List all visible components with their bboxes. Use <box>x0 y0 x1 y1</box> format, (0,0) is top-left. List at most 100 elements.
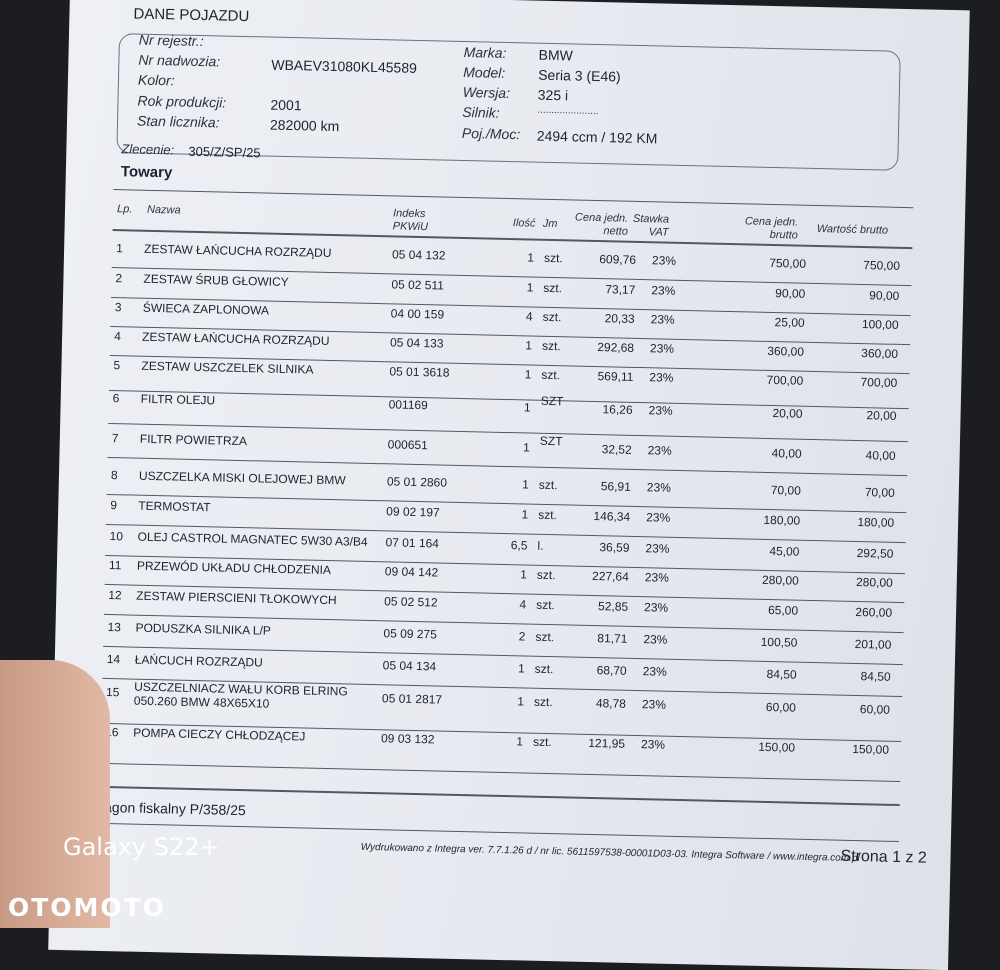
cell-unit: szt. <box>541 367 561 383</box>
reg-label: Nr rejestr.: <box>138 31 204 50</box>
cell-qty: 1 <box>523 400 531 415</box>
cell-lp: 11 <box>108 558 122 573</box>
cell-net: 56,91 <box>600 479 632 494</box>
cell-vat: 23% <box>640 737 666 752</box>
cell-total: 84,50 <box>860 669 891 684</box>
brand-watermark: OTOMOTO <box>8 893 166 922</box>
cell-lp: 2 <box>115 271 123 286</box>
col-vat: Stawka VAT <box>632 212 670 239</box>
cell-qty: 4 <box>519 597 527 612</box>
cell-vat: 23% <box>641 697 667 712</box>
cell-lp: 3 <box>114 300 122 315</box>
cell-index: 05 04 134 <box>382 658 437 674</box>
col-unit: Jm <box>542 217 558 231</box>
receipt-number: ragon fiskalny P/358/25 <box>99 798 246 819</box>
cell-net: 81,71 <box>597 631 628 646</box>
cell-gross: 180,00 <box>763 512 801 528</box>
cell-name: PRZEWÓD UKŁADU CHŁODZENIA <box>136 558 332 578</box>
cell-unit: SZT <box>539 433 563 449</box>
cell-name: ZESTAW ŁAŃCUCHA ROZRZĄDU <box>141 329 330 348</box>
cell-unit: szt. <box>532 734 552 750</box>
cell-name: ŚWIECA ZAPLONOWA <box>142 300 270 318</box>
col-name: Nazwa <box>146 203 181 217</box>
cell-qty: 1 <box>516 734 524 749</box>
cell-name: ZESTAW USZCZELEK SILNIKA <box>141 358 314 377</box>
cell-index: 05 04 133 <box>389 335 444 351</box>
cell-gross: 90,00 <box>775 286 806 301</box>
order-value: 305/Z/SP/25 <box>188 143 261 161</box>
cell-net: 48,78 <box>595 696 627 711</box>
cell-unit: szt. <box>534 661 554 677</box>
cell-vat: 23% <box>649 370 674 385</box>
cell-qty: 1 <box>521 507 529 522</box>
cell-total: 60,00 <box>859 702 891 717</box>
cell-index: 05 02 512 <box>384 594 438 610</box>
cell-gross: 70,00 <box>770 483 801 498</box>
cell-unit: szt. <box>541 338 561 354</box>
model-label: Model: <box>463 63 506 81</box>
cell-lp: 13 <box>107 620 122 635</box>
page-number: Strona 1 z 2 <box>840 847 927 867</box>
cell-gross: 20,00 <box>772 406 803 421</box>
cell-qty: 1 <box>522 440 530 455</box>
section-title: DANE POJAZDU <box>127 5 256 26</box>
cell-total: 150,00 <box>852 741 890 757</box>
cell-net: 292,68 <box>597 340 635 355</box>
cell-qty: 1 <box>524 367 532 382</box>
cell-lp: 9 <box>110 498 118 513</box>
cell-index: 05 02 511 <box>391 277 445 293</box>
cell-name: ZESTAW PIERSCIENI TŁOKOWYCH <box>136 588 337 608</box>
cell-gross: 150,00 <box>758 739 796 755</box>
cell-gross: 100,50 <box>760 634 798 650</box>
cell-total: 750,00 <box>863 258 901 273</box>
cell-qty: 4 <box>525 309 533 324</box>
divider <box>113 189 914 209</box>
cell-total: 20,00 <box>866 408 897 423</box>
col-total: Wartość brutto <box>816 223 889 237</box>
cell-name: FILTR OLEJU <box>140 391 216 408</box>
cell-lp: 5 <box>113 358 121 373</box>
cell-index: 07 01 164 <box>385 535 440 551</box>
cell-total: 260,00 <box>855 604 893 620</box>
cell-vat: 23% <box>642 664 667 679</box>
cell-total: 90,00 <box>869 288 900 303</box>
cell-index: 05 01 2817 <box>381 691 443 707</box>
cell-unit: szt. <box>536 567 556 583</box>
capacity-value: 2494 ccm / 192 KM <box>536 127 658 147</box>
version-label: Wersja: <box>462 83 511 102</box>
cell-gross: 45,00 <box>769 544 800 559</box>
cell-index: 09 03 132 <box>380 731 435 747</box>
cell-lp: 8 <box>110 468 118 483</box>
cell-qty: 1 <box>517 694 525 709</box>
engine-label: Silnik: <box>462 103 500 121</box>
cell-qty: 1 <box>522 477 530 492</box>
col-net: Cena jedn. netto <box>574 211 629 238</box>
cell-net: 146,34 <box>593 509 631 524</box>
capacity-label: Poj./Moc: <box>461 124 521 143</box>
cell-index: 05 09 275 <box>383 626 438 642</box>
model-value: Seria 3 (E46) <box>538 66 621 85</box>
cell-index: 001169 <box>388 397 428 413</box>
cell-vat: 23% <box>643 600 669 615</box>
cell-net: 609,76 <box>599 252 637 267</box>
col-lp: Lp. <box>116 203 133 216</box>
cell-qty: 2 <box>518 629 526 644</box>
col-gross: Cena jedn. brutto <box>744 215 799 242</box>
cell-vat: 23% <box>645 541 670 556</box>
order-label: Zlecenie: <box>121 141 175 158</box>
cell-vat: 23% <box>643 632 668 647</box>
cell-lp: 6 <box>112 391 120 406</box>
cell-vat: 23% <box>650 312 675 327</box>
cell-total: 700,00 <box>860 375 898 390</box>
col-index: Indeks PKWiU <box>392 207 429 234</box>
cell-lp: 1 <box>115 241 124 256</box>
cell-net: 73,17 <box>605 282 636 297</box>
document-page: DANE POJAZDU Nr rejestr.: Nr nadwozia: W… <box>48 0 970 970</box>
cell-unit: l. <box>537 538 544 553</box>
cell-name: TERMOSTAT <box>138 498 211 515</box>
cell-total: 280,00 <box>855 574 893 590</box>
cell-lp: 7 <box>111 431 119 446</box>
cell-total: 201,00 <box>854 636 892 652</box>
printed-info: Wydrukowano z Integra ver. 7.7.1.26 d / … <box>360 841 860 865</box>
cell-lp: 14 <box>106 652 121 667</box>
